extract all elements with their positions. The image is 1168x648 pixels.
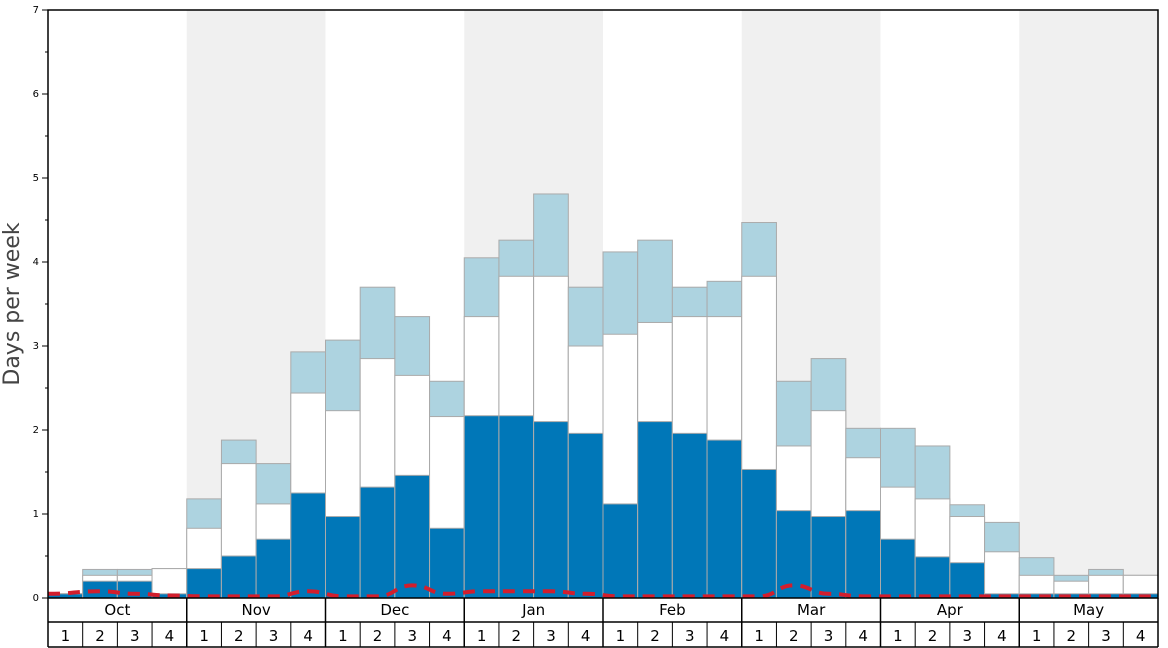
- bar-series1-mar-1: [741, 468, 777, 599]
- week-label: 1: [754, 627, 764, 645]
- week-label: 4: [165, 627, 175, 645]
- month-label-dec: Dec: [380, 601, 409, 619]
- y-tick-label: 1: [33, 509, 39, 520]
- bar-series1-dec-2: [359, 486, 396, 599]
- week-label: 4: [581, 627, 591, 645]
- bar-series1-nov-2: [220, 555, 257, 599]
- bar-series1-feb-2: [637, 421, 673, 599]
- week-label: 4: [858, 627, 868, 645]
- week-label: 2: [650, 627, 660, 645]
- bar-series1-dec-4: [429, 527, 465, 599]
- week-label: 2: [789, 627, 799, 645]
- week-label: 2: [234, 627, 244, 645]
- month-label-feb: Feb: [659, 601, 686, 619]
- week-label: 4: [997, 627, 1007, 645]
- week-label: 2: [95, 627, 105, 645]
- y-tick-label: 7: [33, 5, 39, 16]
- week-label: 1: [199, 627, 209, 645]
- week-label: 2: [928, 627, 938, 645]
- dashed-line: [47, 583, 1158, 599]
- week-label: 4: [720, 627, 730, 645]
- dashed-line-series: [47, 583, 1158, 599]
- week-label: 1: [61, 627, 71, 645]
- month-band-may: [1019, 10, 1158, 598]
- bar-series1-apr-3: [949, 562, 986, 599]
- month-label-apr: Apr: [937, 601, 964, 619]
- bar-series1-feb-1: [602, 503, 639, 599]
- month-label-oct: Oct: [104, 601, 130, 619]
- week-label: 2: [512, 627, 522, 645]
- bar-series1-jan-3: [533, 421, 569, 599]
- y-tick-label: 0: [33, 593, 39, 604]
- week-label: 4: [1136, 627, 1146, 645]
- x-axis: Oct Nov Dec Jan Feb Mar Apr May 1 2 3 4 1 2 3 4 1 2 3 4 1 2 3 4…: [47, 598, 1159, 648]
- month-label-mar: Mar: [797, 601, 826, 619]
- week-label: 2: [1067, 627, 1077, 645]
- week-label: 3: [685, 627, 695, 645]
- bar-series1-feb-3: [671, 432, 708, 599]
- week-label: 4: [303, 627, 313, 645]
- week-label: 3: [546, 627, 556, 645]
- bar-series1-jan-2: [498, 415, 535, 599]
- y-axis: 0 1 2 3 4 5 6 7: [33, 5, 48, 604]
- week-label: 1: [1032, 627, 1042, 645]
- month-label-jan: Jan: [521, 601, 545, 619]
- bar-series1-dec-1: [325, 516, 361, 599]
- bar-series1-mar-2: [775, 510, 812, 599]
- y-tick-label: 5: [33, 173, 39, 184]
- week-label: 1: [616, 627, 626, 645]
- week-label: 3: [269, 627, 279, 645]
- bar-series1-jan-4: [567, 432, 604, 599]
- bar-series1-nov-1: [186, 568, 222, 599]
- week-label: 2: [373, 627, 383, 645]
- bar-series1-feb-4: [706, 439, 743, 599]
- y-tick-label: 3: [33, 341, 39, 352]
- bar-series1-mar-4: [845, 510, 881, 599]
- bar-series1-nov-4: [290, 492, 326, 599]
- bar-series1-dec-3: [394, 474, 431, 599]
- month-label-may: May: [1073, 601, 1104, 619]
- month-label-nov: Nov: [241, 601, 270, 619]
- bar-series1-apr-2: [914, 556, 951, 599]
- y-tick-label: 4: [33, 257, 39, 268]
- bar-series1-mar-3: [810, 516, 847, 599]
- week-label: 3: [962, 627, 972, 645]
- bar-series1-jan-1: [463, 415, 500, 599]
- bar-series1-apr-1: [880, 538, 916, 599]
- week-label: 3: [130, 627, 140, 645]
- week-label: 4: [442, 627, 452, 645]
- week-label: 1: [338, 627, 348, 645]
- bar-series1-nov-3: [255, 538, 292, 599]
- bar-stacks: [47, 193, 1159, 599]
- week-label: 3: [1101, 627, 1111, 645]
- bar-series2-apr-4: [984, 551, 1020, 599]
- y-tick-label: 6: [33, 89, 39, 100]
- y-tick-label: 2: [33, 425, 39, 436]
- y-axis-label: Days per week: [0, 222, 25, 385]
- week-label: 1: [477, 627, 487, 645]
- week-label: 3: [824, 627, 834, 645]
- bar-series2-oct-4: [151, 568, 188, 599]
- week-label: 3: [407, 627, 417, 645]
- week-label: 1: [893, 627, 903, 645]
